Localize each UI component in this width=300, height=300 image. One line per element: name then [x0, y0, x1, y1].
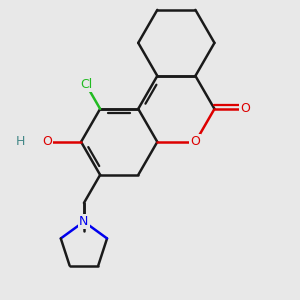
Text: H: H	[16, 135, 25, 148]
Text: N: N	[79, 215, 88, 228]
Text: O: O	[240, 102, 250, 116]
Text: O: O	[190, 135, 200, 148]
Text: Cl: Cl	[80, 78, 92, 91]
Text: O: O	[42, 135, 52, 148]
